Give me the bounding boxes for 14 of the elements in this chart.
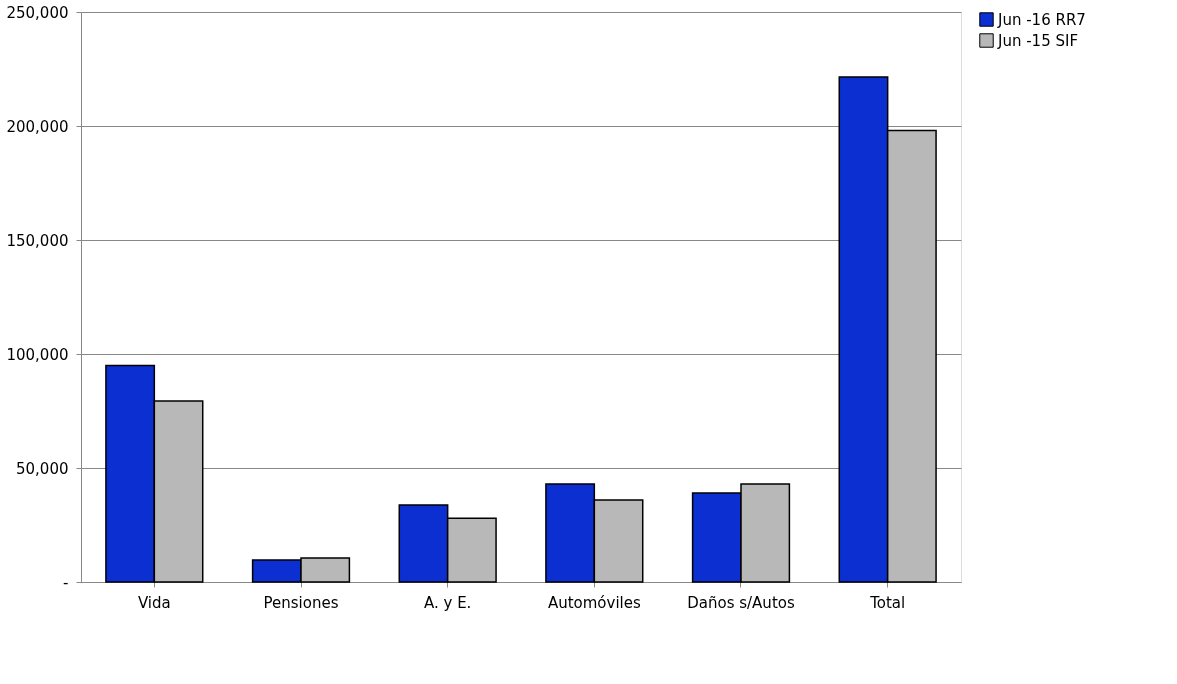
x-tick-label: Pensiones [263,593,339,612]
y-tick-label: 100,000 [6,345,69,364]
x-tick-label: A. y E. [423,593,472,612]
x-tick-label: Vida [137,593,171,612]
y-tick-label: 200,000 [6,117,69,136]
y-tick-label: 150,000 [6,231,69,250]
y-tick-label: - [63,573,69,592]
x-tick-label: Daños s/Autos [687,593,795,612]
legend-label: Jun -15 SIF [997,31,1079,50]
x-tick-label: Automóviles [547,593,641,612]
y-tick-label: 250,000 [6,3,69,22]
x-tick-label: Total [869,593,906,612]
legend-label: Jun -16 RR7 [997,10,1086,29]
y-tick-label: 50,000 [16,459,69,478]
